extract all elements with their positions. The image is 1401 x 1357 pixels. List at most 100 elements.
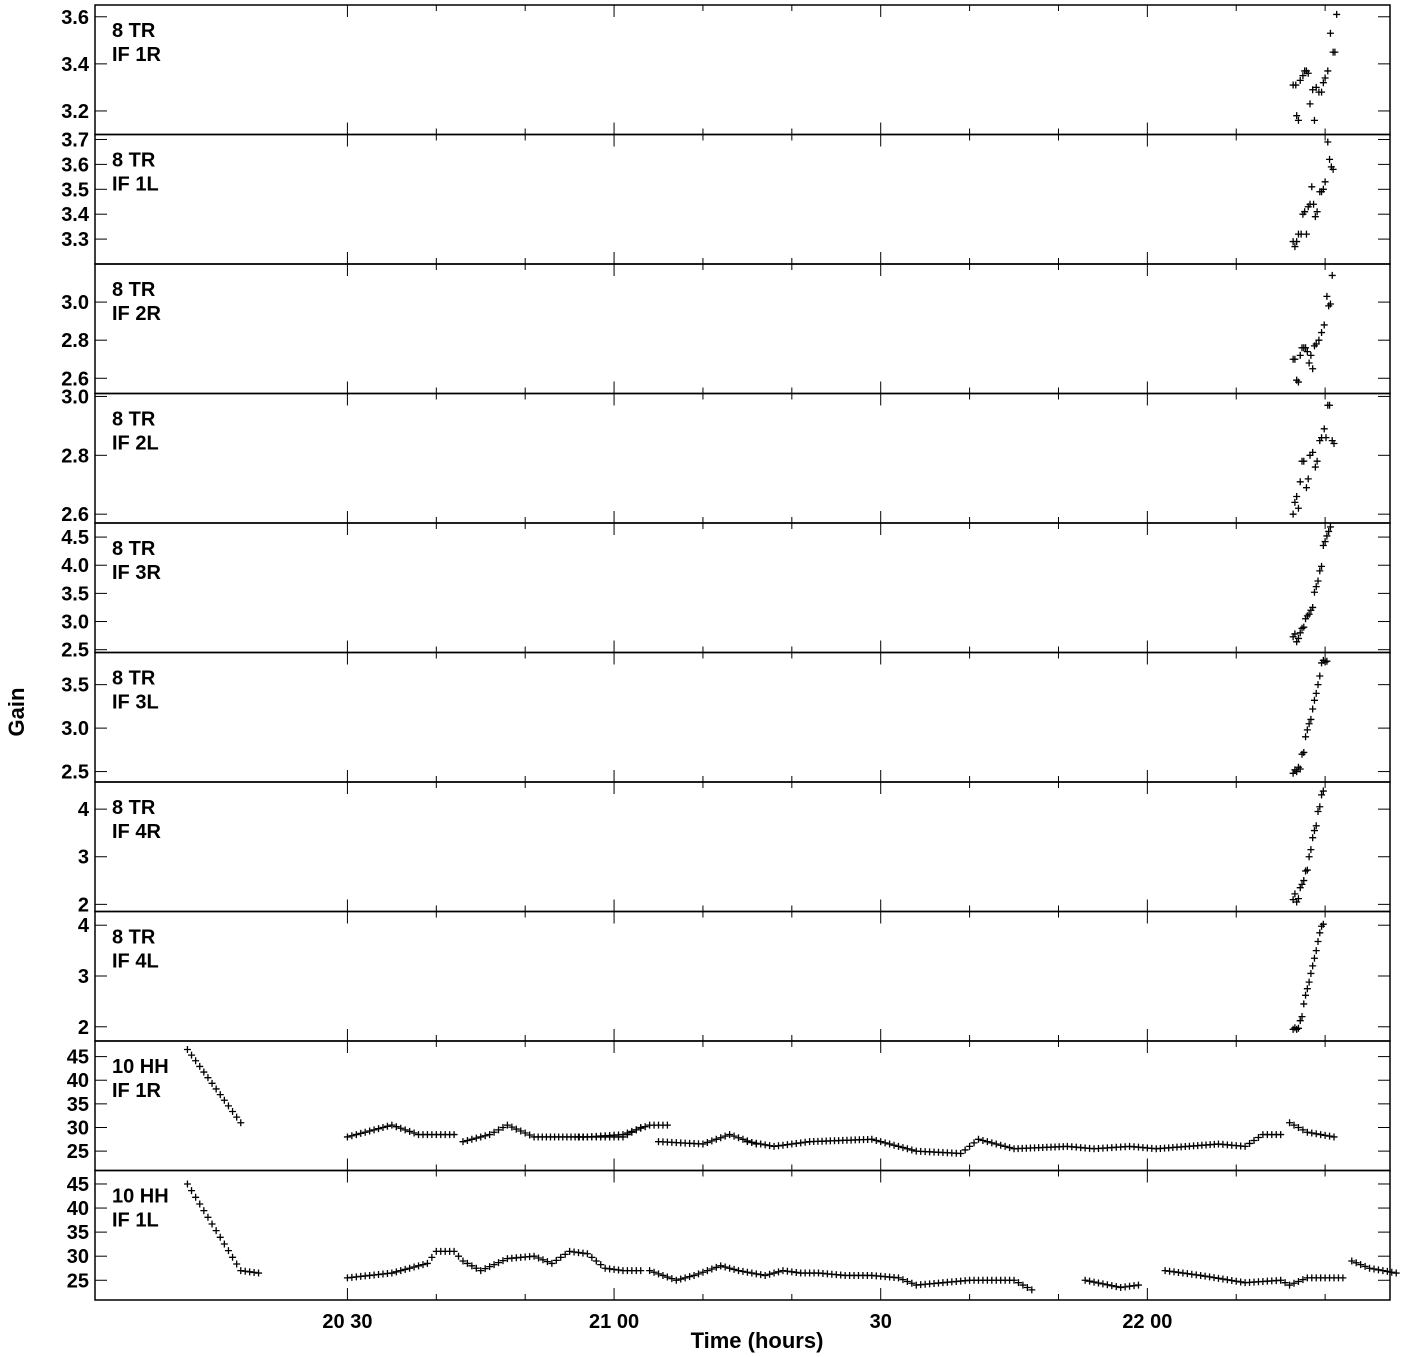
data-point [1313,208,1321,216]
data-point [1314,681,1322,689]
data-point [397,1124,405,1132]
data-point [481,1265,489,1273]
data-point [735,1134,742,1142]
data-point [1281,1279,1289,1287]
data-point [1294,378,1302,386]
data-point [1307,846,1315,854]
data-point [1296,351,1304,359]
data-point [655,1270,663,1278]
data-point [1286,1119,1294,1127]
data-point [637,1123,645,1131]
data-point [204,1213,212,1221]
panel-if-label: IF 1L [112,174,159,196]
data-point [1298,624,1306,632]
data-point [1316,929,1324,937]
data-point [1305,853,1313,861]
data-point [1310,200,1318,208]
data-point [463,1136,471,1144]
data-point [1313,457,1321,465]
y-tick-label: 4.5 [61,527,89,549]
data-point [486,1263,494,1271]
panel-frame [94,133,1391,265]
data-point [1361,1262,1369,1270]
data-point [1289,769,1297,777]
data-point [450,1247,458,1255]
data-point [583,1250,591,1258]
data-point [979,1136,987,1144]
data-point [1293,238,1301,246]
data-point [1293,493,1301,501]
data-point [712,1263,720,1271]
data-point [894,1274,902,1282]
data-point [668,1275,676,1283]
data-point [1318,562,1326,570]
data-point [961,1146,969,1154]
data-point [1300,877,1308,885]
data-point [212,1085,220,1093]
panel-station-label: 8 TR [112,538,156,560]
data-point [1296,884,1304,892]
panel-if-label: IF 4L [112,951,159,973]
y-tick-label: 4 [78,799,90,821]
data-point [1289,896,1297,904]
data-point [392,1123,400,1131]
data-point [1310,827,1318,835]
data-point [521,1129,529,1137]
y-tick-label: 3.5 [61,583,89,605]
data-point [1302,991,1310,999]
data-point [1294,504,1302,512]
data-point [641,1123,649,1131]
data-point [699,1140,707,1148]
data-point [1314,937,1322,945]
data-point [1379,1267,1387,1275]
data-point [992,1140,1000,1148]
data-point [208,1079,216,1087]
data-point [459,1138,467,1146]
data-point [1094,1279,1102,1287]
data-point [1326,155,1334,163]
x-axis-title: Time (hours) [691,1328,824,1353]
data-point [1277,1131,1285,1139]
data-point [1086,1277,1094,1285]
data-point [619,1133,627,1141]
data-point [628,1128,636,1136]
data-point [726,1264,734,1272]
data-point [530,1252,538,1260]
x-tick-label: 20 30 [322,1311,372,1333]
data-point [1319,79,1327,87]
y-tick-label: 30 [67,1117,89,1139]
data-point [1293,638,1301,646]
data-point [1326,300,1334,308]
data-point [1103,1281,1111,1289]
data-point [650,1268,658,1276]
data-point [1308,1129,1316,1137]
data-point [490,1261,498,1269]
data-point [1328,271,1336,279]
data-point [752,1139,760,1147]
panel-frame [94,910,1391,1042]
data-point [1310,954,1318,962]
data-point [1306,100,1314,108]
data-point [192,1193,200,1201]
data-point [192,1057,200,1065]
data-point [1294,1123,1302,1131]
data-point [535,1254,543,1262]
data-point [646,1267,654,1275]
data-point [597,1261,605,1269]
data-point [1307,969,1315,977]
data-point [1298,1013,1306,1021]
data-point [224,1102,232,1110]
data-point [1339,1274,1347,1282]
data-point [663,1273,671,1281]
data-point [1294,895,1302,903]
data-point [468,1262,476,1270]
data-point [1312,83,1320,91]
data-point [477,1133,485,1141]
data-point [1311,213,1319,221]
data-point [1329,165,1337,173]
data-point [1318,791,1326,799]
